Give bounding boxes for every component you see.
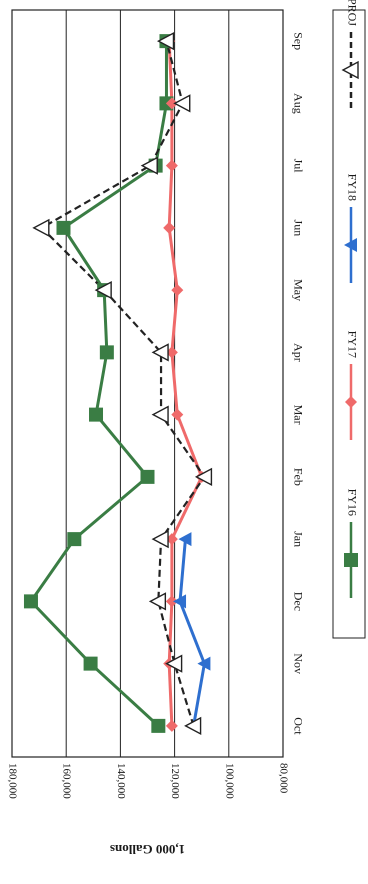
y-tick-label: 120,000 bbox=[169, 763, 181, 799]
y-tick-label: 180,000 bbox=[6, 763, 18, 799]
legend-label: FY18 bbox=[345, 174, 359, 201]
x-tick-label: Jul bbox=[291, 159, 305, 174]
legend-box bbox=[332, 9, 366, 639]
data-point-fy17 bbox=[165, 97, 178, 110]
x-tick-label: Jan bbox=[291, 531, 305, 547]
data-point-fy16 bbox=[83, 656, 98, 671]
data-point-fy18-proj bbox=[151, 529, 169, 549]
x-tick-label: Aug bbox=[291, 93, 305, 114]
data-point-fy17 bbox=[171, 284, 184, 297]
legend-label: FY17 bbox=[345, 331, 359, 358]
x-tick-label: Dec bbox=[291, 592, 305, 611]
y-tick-label: 160,000 bbox=[61, 763, 73, 799]
data-point-fy17 bbox=[165, 159, 178, 172]
series-line-fy16 bbox=[29, 41, 168, 727]
plot-frame bbox=[11, 9, 284, 758]
legend-label: FY18 PROJ bbox=[345, 0, 359, 26]
x-tick-label: Oct bbox=[291, 717, 305, 735]
legend-label: FY16 bbox=[345, 489, 359, 516]
data-point-fy16 bbox=[23, 594, 38, 609]
data-point-fy18 bbox=[197, 656, 211, 671]
data-point-fy17 bbox=[171, 408, 184, 421]
y-tick-label: 100,000 bbox=[223, 763, 235, 799]
legend-marker bbox=[341, 60, 359, 80]
data-point-fy16 bbox=[151, 718, 166, 733]
data-point-fy18-proj bbox=[184, 716, 202, 736]
data-point-fy16 bbox=[89, 407, 104, 422]
x-tick-label: Jun bbox=[291, 220, 305, 237]
legend-marker bbox=[345, 396, 357, 408]
data-point-fy16 bbox=[56, 220, 71, 235]
data-point-fy18 bbox=[178, 532, 192, 547]
data-point-fy16 bbox=[67, 532, 82, 547]
data-point-fy18-proj bbox=[194, 467, 213, 487]
y-axis-title: 1,000 Gallons bbox=[110, 842, 185, 857]
x-tick-label: Feb bbox=[291, 468, 305, 486]
series-line-fy17 bbox=[167, 41, 204, 726]
data-point-fy18-proj bbox=[148, 592, 167, 611]
data-point-fy18-proj bbox=[165, 654, 183, 673]
x-tick-label: Nov bbox=[291, 653, 305, 674]
data-point-fy18 bbox=[173, 594, 187, 609]
data-point-fy16 bbox=[140, 469, 155, 484]
series-line-fy18 bbox=[178, 538, 206, 727]
data-point-fy18-proj bbox=[94, 280, 112, 300]
data-point-fy17 bbox=[165, 719, 178, 732]
legend-marker bbox=[344, 238, 357, 252]
data-point-fy17 bbox=[165, 533, 178, 546]
data-point-fy18-proj bbox=[173, 94, 191, 113]
data-point-fy18-proj bbox=[140, 156, 158, 175]
data-point-fy17 bbox=[163, 221, 176, 234]
data-point-fy18-proj bbox=[156, 31, 175, 51]
data-point-fy17 bbox=[165, 346, 178, 359]
y-tick-label: 80,000 bbox=[277, 763, 289, 794]
legend-marker bbox=[344, 553, 358, 567]
x-tick-label: Mar bbox=[291, 405, 305, 425]
x-tick-label: Apr bbox=[291, 343, 305, 362]
data-point-fy18-proj bbox=[151, 405, 169, 424]
x-tick-label: May bbox=[291, 279, 305, 301]
data-point-fy17 bbox=[165, 595, 178, 608]
data-point-fy18-proj bbox=[151, 343, 169, 362]
y-tick-label: 140,000 bbox=[115, 763, 127, 799]
series-line-fy18-proj bbox=[40, 40, 206, 727]
x-tick-label: Sep bbox=[291, 32, 305, 50]
data-point-fy16 bbox=[99, 345, 114, 360]
data-point-fy18-proj bbox=[32, 218, 50, 238]
